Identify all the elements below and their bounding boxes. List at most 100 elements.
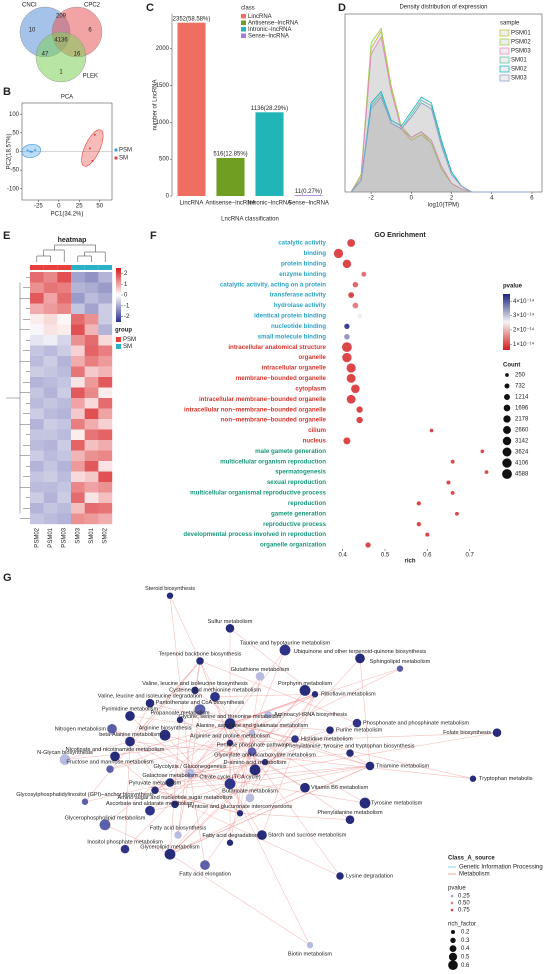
edge bbox=[114, 722, 231, 757]
node-label: Fatty acid biosynthesis bbox=[150, 826, 207, 832]
point bbox=[29, 150, 32, 153]
node-label: Pantothenate and CoA biosynthesis bbox=[156, 700, 245, 706]
node-label: Fatty acid degradation bbox=[202, 833, 257, 839]
edge bbox=[154, 668, 401, 791]
node-label: Glyoxylate and dicarboxylate metabolism bbox=[214, 753, 316, 759]
legend-label: PSM03 bbox=[511, 49, 531, 55]
heatmap-cell bbox=[98, 450, 113, 462]
heatmap-cell bbox=[43, 324, 58, 336]
pathway-node bbox=[336, 872, 344, 880]
node-label: D-amino acid metabolism bbox=[223, 760, 286, 766]
size-legend-label: 250 bbox=[515, 373, 526, 379]
node-label: Glycolysis / Gluconeogenesis bbox=[153, 764, 226, 770]
x-tick-label: 0.6 bbox=[423, 553, 432, 559]
heatmap-cell bbox=[57, 492, 72, 504]
heatmap-cell bbox=[98, 366, 113, 378]
heatmap-cell bbox=[43, 366, 58, 378]
legend-label: Sense−lncRNA bbox=[248, 34, 289, 40]
node-label: Alanine, aspartate and glutamate metabol… bbox=[196, 723, 309, 729]
heatmap-cell bbox=[98, 272, 113, 283]
heatmap-cell bbox=[71, 377, 85, 388]
go-dot bbox=[352, 281, 359, 288]
group-bar bbox=[98, 265, 112, 270]
heatmap-cell bbox=[71, 450, 85, 462]
heatmap-cell bbox=[30, 503, 44, 514]
pathway-node bbox=[145, 698, 155, 708]
edge bbox=[169, 765, 371, 855]
heatmap-cell bbox=[57, 387, 72, 399]
heatmap-cell bbox=[84, 503, 99, 514]
heatmap-cell bbox=[84, 366, 99, 378]
heatmap-cell bbox=[57, 377, 72, 388]
legend-label: SM bbox=[123, 344, 132, 350]
heatmap-cell bbox=[57, 503, 72, 514]
panel-letter: C bbox=[146, 2, 154, 14]
heatmap-cell bbox=[30, 492, 44, 504]
go-dot bbox=[429, 428, 434, 433]
heatmap-cell bbox=[57, 429, 72, 441]
heatmap-cell bbox=[30, 471, 44, 483]
legend-label: Metabolism bbox=[459, 872, 490, 878]
edge bbox=[214, 692, 316, 698]
heatmap-cell bbox=[98, 471, 113, 483]
edge bbox=[129, 741, 191, 774]
edge bbox=[229, 783, 311, 946]
heatmap-cell bbox=[43, 408, 58, 420]
go-dot bbox=[342, 352, 352, 363]
legend-swatch bbox=[499, 74, 510, 82]
heatmap-cell bbox=[57, 440, 72, 451]
legend-label: 0.6 bbox=[461, 963, 470, 969]
edge bbox=[109, 741, 231, 770]
node-label: Valine, leucine and isoleucine biosynthe… bbox=[142, 681, 248, 687]
legend-label: Antisense−lncRNA bbox=[248, 21, 298, 27]
heatmap-cell bbox=[98, 345, 113, 357]
heatmap-cell bbox=[84, 345, 99, 357]
color-tick-label: 2 bbox=[124, 271, 128, 277]
pathway-node bbox=[264, 710, 272, 719]
venn-count: 209 bbox=[56, 14, 67, 20]
y-tick-label: 2000 bbox=[156, 46, 170, 52]
node-label: Phosphonate and phosphinate metabolism bbox=[363, 721, 469, 727]
size-legend-dot bbox=[503, 404, 511, 412]
heatmap-cell bbox=[43, 440, 58, 451]
color-tick-label: -1 bbox=[124, 303, 130, 309]
edge bbox=[229, 732, 498, 745]
edge bbox=[149, 702, 231, 725]
edge bbox=[251, 649, 286, 734]
edge bbox=[124, 742, 231, 850]
legend-swatch bbox=[241, 20, 246, 25]
pathway-node bbox=[352, 718, 362, 728]
edge bbox=[199, 660, 358, 724]
heatmap-cell bbox=[71, 440, 85, 451]
pathway-node bbox=[166, 592, 174, 599]
legend-title: pvalue bbox=[503, 284, 523, 290]
bar bbox=[216, 157, 245, 196]
edge bbox=[177, 773, 192, 836]
legend-label: PSM02 bbox=[511, 40, 531, 46]
pathway-node bbox=[194, 704, 206, 715]
node-label: Citrate cycle (TCA cycle) bbox=[199, 774, 260, 780]
density-line bbox=[350, 96, 532, 193]
heatmap-cell bbox=[98, 377, 113, 388]
node-label: Sulfur metabolism bbox=[208, 619, 253, 625]
edge bbox=[359, 658, 372, 767]
edge bbox=[194, 690, 253, 733]
x-tick-label: LincRNA bbox=[180, 201, 204, 207]
pathway-node bbox=[59, 754, 71, 765]
point bbox=[88, 147, 91, 150]
node-label: Taurine and hypotaurine metabolism bbox=[240, 641, 331, 647]
heatmap-cell bbox=[30, 282, 44, 294]
legend-label: 0.5 bbox=[461, 954, 470, 960]
term-label: intracellular anatomical structure bbox=[228, 344, 326, 351]
heatmap-cell bbox=[57, 366, 72, 378]
pathway-node bbox=[257, 830, 267, 840]
bar-value-label: 2352(58.58%) bbox=[173, 16, 211, 22]
edge bbox=[124, 741, 132, 850]
color-scale bbox=[116, 268, 121, 322]
x-tick-label: 0.4 bbox=[339, 553, 348, 559]
y-tick-label: 1000 bbox=[156, 120, 170, 126]
pathway-node bbox=[469, 775, 477, 782]
go-dot bbox=[480, 449, 485, 454]
term-label: catalytic activity bbox=[278, 240, 326, 247]
size-legend-label: 4588 bbox=[515, 472, 529, 478]
